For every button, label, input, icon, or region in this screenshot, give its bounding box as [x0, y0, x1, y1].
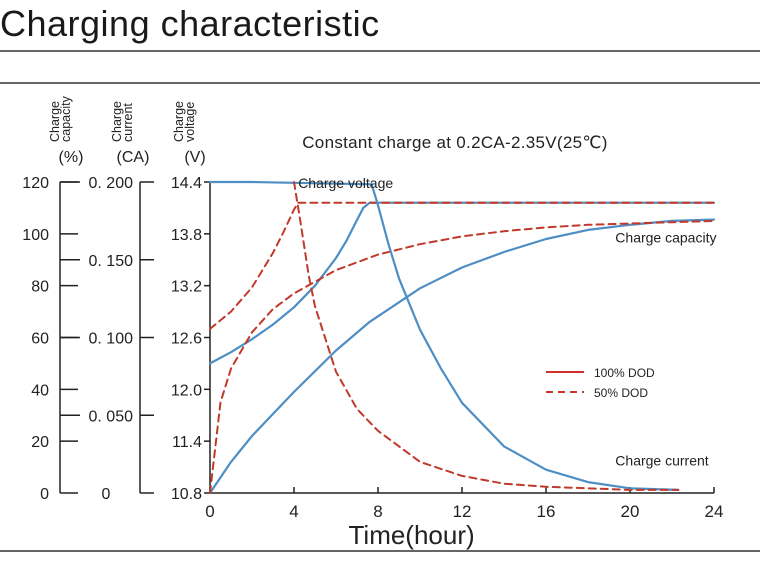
- voltage-tick-label: 14.4: [171, 175, 202, 192]
- legend-label: 50% DOD: [594, 386, 648, 400]
- current-axis-title-line: current: [121, 103, 135, 142]
- voltage-axis-title-line: Charge: [172, 101, 186, 142]
- voltage-tick-label: 10.8: [171, 486, 202, 503]
- x-tick-label: 8: [373, 502, 382, 521]
- capacity-tick-label: 120: [22, 175, 49, 192]
- voltage-axis-unit: (V): [184, 149, 205, 166]
- x-axis-label: Time(hour): [349, 520, 475, 550]
- chart-title: Constant charge at 0.2CA-2.35V(25℃): [302, 133, 608, 152]
- x-tick-label: 16: [537, 502, 556, 521]
- current-tick-label: 0: [102, 486, 111, 503]
- current-curve-100dod: [208, 180, 680, 491]
- capacity-curve-100dod: [208, 218, 716, 495]
- capacity-tick-label: 40: [31, 382, 49, 399]
- curve-annotation: Charge voltage: [298, 175, 393, 191]
- voltage-tick-label: 13.8: [171, 227, 202, 244]
- capacity-curve-50dod: [209, 219, 715, 494]
- voltage-tick-label: 12.6: [171, 331, 202, 348]
- x-tick-label: 0: [205, 502, 214, 521]
- capacity-axis-title-line: capacity: [59, 95, 73, 142]
- x-tick-label: 4: [289, 502, 298, 521]
- capacity-tick-label: 20: [31, 434, 49, 451]
- current-tick-label: 0. 200: [89, 175, 134, 192]
- voltage-axis-title-line: voltage: [183, 102, 197, 142]
- current-axis-title-line: Charge: [110, 101, 124, 142]
- current-curve-50dod: [293, 181, 680, 491]
- current-tick-label: 0. 100: [89, 331, 134, 348]
- capacity-tick-label: 100: [22, 227, 49, 244]
- voltage-curve-50dod: [209, 201, 715, 330]
- curve-annotation: Charge capacity: [615, 229, 716, 245]
- current-tick-label: 0. 050: [89, 408, 134, 425]
- voltage-tick-label: 12.0: [171, 382, 202, 399]
- curve-annotation: Charge current: [615, 452, 708, 468]
- voltage-tick-label: 11.4: [172, 434, 202, 451]
- voltage-curve-100dod: [208, 201, 716, 365]
- capacity-axis-title-line: Charge: [48, 101, 62, 142]
- capacity-axis-unit: (%): [59, 149, 84, 166]
- current-tick-label: 0. 150: [89, 253, 134, 270]
- capacity-tick-label: 0: [40, 486, 49, 503]
- x-tick-label: 24: [705, 502, 724, 521]
- current-axis-unit: (CA): [117, 149, 150, 166]
- x-tick-label: 20: [621, 502, 640, 521]
- voltage-tick-label: 13.2: [171, 279, 202, 296]
- capacity-tick-label: 60: [31, 331, 49, 348]
- page-title: Charging characteristic: [0, 3, 380, 44]
- capacity-tick-label: 80: [31, 279, 49, 296]
- legend-label: 100% DOD: [594, 366, 655, 380]
- x-tick-label: 12: [453, 502, 472, 521]
